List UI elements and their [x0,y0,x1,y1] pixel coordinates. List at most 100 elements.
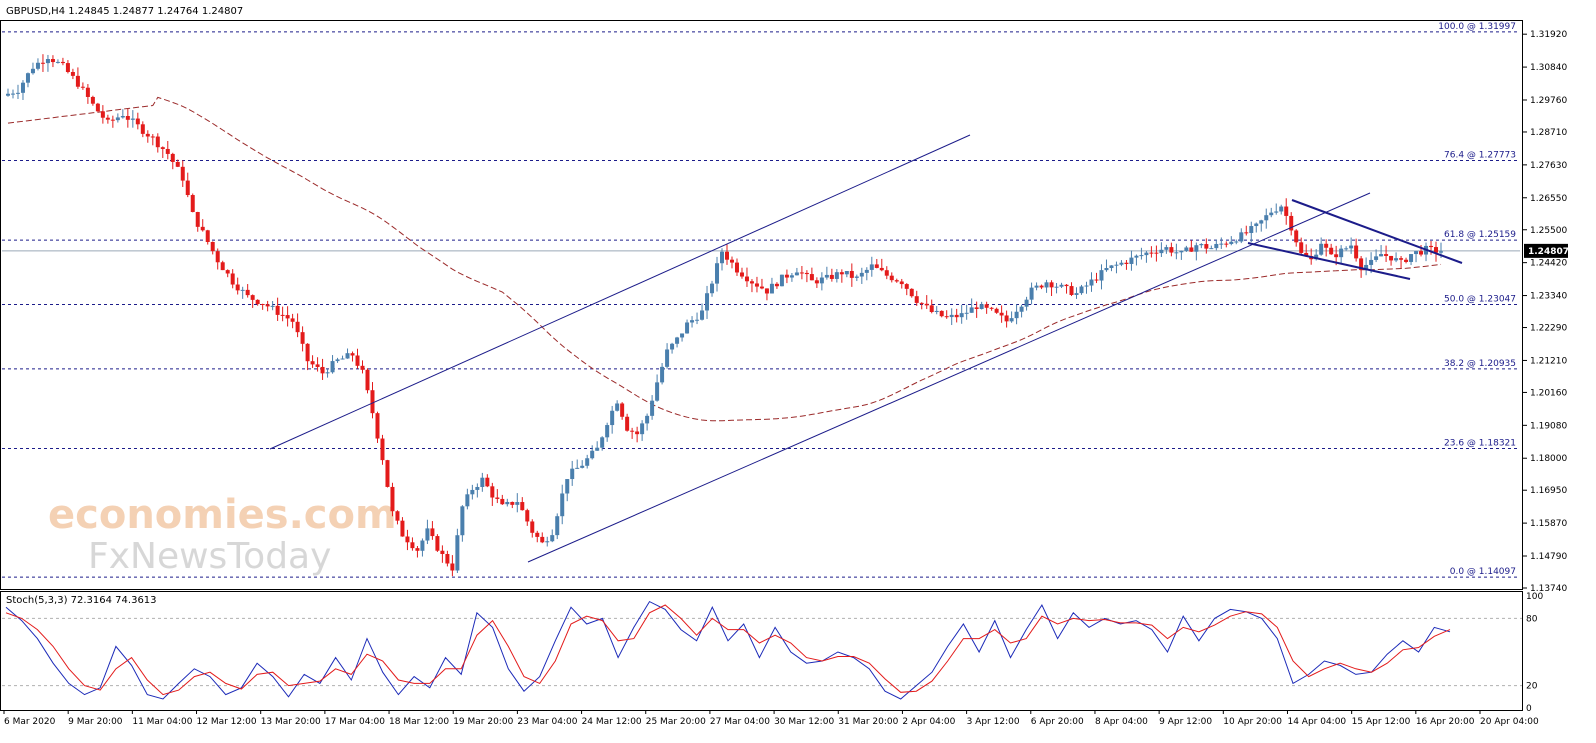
time-tick-label-15: 3 Apr 12:00 [967,717,1020,727]
candle-body-198 [994,308,999,313]
time-tick-label-0: 6 Mar 2020 [4,717,56,727]
candle-body-15 [80,86,85,88]
candle-body-90 [455,535,460,571]
candle-body-104 [525,510,530,522]
candle-body-251 [1259,220,1264,224]
candle-body-71 [360,365,365,370]
candle-body-219 [1099,270,1104,281]
time-tick-label-4: 13 Mar 20:00 [261,717,321,727]
candle-body-224 [1124,262,1129,264]
fib-label-6: 0.0 @ 1.14097 [1450,567,1516,577]
candle-body-141 [710,283,715,294]
candle-body-192 [964,312,969,314]
candle-body-154 [774,283,779,287]
candle-body-218 [1094,279,1099,281]
candle-body-196 [984,304,989,308]
candle-body-93 [470,489,475,495]
candle-body-87 [440,550,445,555]
candle-body-55 [280,314,285,316]
candle-body-259 [1299,242,1304,253]
time-tick-label-13: 31 Mar 20:00 [838,717,898,727]
candle-body-91 [460,506,465,536]
time-tick-label-7: 19 Mar 20:00 [453,717,513,727]
candle-body-67 [340,358,345,360]
candle-body-178 [894,280,899,282]
candle-body-282 [1414,251,1419,255]
candle-body-199 [999,312,1004,316]
candle-body-243 [1219,243,1224,245]
candle-body-119 [600,437,605,448]
candle-body-257 [1289,215,1294,231]
current-price-badge [1524,243,1568,258]
candle-body-128 [645,415,650,424]
watermark-fxnewstoday: FxNewsToday [88,536,331,577]
candle-body-28 [145,133,150,137]
candle-body-34 [175,161,180,167]
time-tick-label-16: 6 Apr 20:00 [1031,717,1084,727]
candle-body-137 [690,320,695,323]
candle-body-206 [1034,285,1039,288]
candle-body-58 [295,321,300,333]
candle-body-95 [480,477,485,487]
candle-body-125 [630,430,635,432]
fib-label-1: 76.4 @ 1.27773 [1444,151,1516,161]
candle-body-255 [1279,206,1284,212]
candle-body-72 [365,369,370,391]
time-tick-label-10: 25 Mar 20:00 [646,717,706,727]
candle-body-60 [305,343,310,362]
candle-body-81 [410,542,415,549]
time-tick-label-6: 18 Mar 12:00 [389,717,449,727]
candle-body-101 [510,501,515,505]
candle-body-197 [989,307,994,309]
candle-body-177 [889,275,894,281]
candle-body-212 [1064,284,1069,287]
candle-body-27 [140,124,145,134]
candle-body-21 [110,119,115,121]
candle-body-176 [884,270,889,276]
candle-body-163 [819,277,824,284]
candle-body-124 [625,416,630,431]
candle-body-183 [919,302,924,304]
candle-body-207 [1039,285,1044,288]
candle-body-70 [355,355,360,366]
candle-body-98 [495,497,500,499]
candle-body-57 [290,318,295,322]
candle-body-4 [25,73,30,83]
candle-body-260 [1304,252,1309,257]
candle-body-48 [245,289,250,296]
candle-body-208 [1044,282,1049,288]
candle-body-287 [1439,251,1444,253]
candle-body-269 [1349,245,1354,249]
candle-body-227 [1139,255,1144,257]
wedge-upper-line [1291,199,1463,264]
price-axis: 1.31920 1.30840 1.29760 1.28710 1.27630 1.265… [1522,30,1569,594]
channel-lower-line [527,192,1371,563]
candle-body-239 [1199,244,1204,246]
candle-body-96 [485,477,490,487]
candle-body-12 [65,63,70,73]
candle-body-241 [1209,248,1214,250]
candle-body-20 [105,117,110,120]
candle-body-187 [939,310,944,317]
candle-body-115 [580,465,585,468]
candle-body-40 [205,230,210,242]
candle-body-210 [1054,286,1059,288]
candle-body-45 [230,273,235,285]
candle-body-158 [794,272,799,276]
candle-body-151 [759,286,764,289]
candle-body-230 [1154,252,1159,254]
candle-body-29 [150,136,155,138]
candle-body-145 [729,259,734,263]
candle-body-30 [155,136,160,148]
candle-body-35 [180,166,185,181]
stoch-tick-1: 80 [1526,614,1538,624]
candle-body-262 [1314,254,1319,260]
candle-body-249 [1249,226,1254,233]
stoch-tick-2: 20 [1526,682,1538,692]
candle-body-193 [969,307,974,313]
stoch-tick-3: 0 [1526,704,1532,714]
candle-body-102 [515,502,520,505]
candle-body-264 [1324,243,1329,248]
candle-body-132 [665,349,670,367]
candle-body-136 [685,322,690,334]
